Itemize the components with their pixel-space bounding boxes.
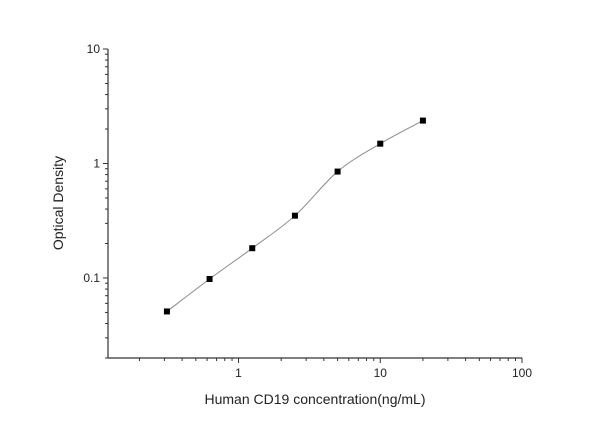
y-tick-label: 1 — [93, 156, 100, 170]
data-point-marker — [163, 308, 170, 315]
x-tick-label: 1 — [235, 366, 242, 380]
y-axis-title: Optical Density — [50, 156, 66, 250]
data-point-marker — [291, 212, 298, 219]
data-points — [163, 117, 426, 315]
y-tick-label: 0.1 — [83, 271, 100, 285]
x-axis-title: Human CD19 concentration(ng/mL) — [205, 391, 426, 407]
data-point-marker — [419, 117, 426, 124]
y-tick-label: 10 — [87, 42, 101, 56]
axes: 1 10 100 0.1 1 10 — [83, 42, 532, 380]
data-point-marker — [249, 245, 256, 252]
data-point-marker — [377, 140, 384, 147]
data-point-marker — [334, 168, 341, 175]
x-tick-label: 10 — [374, 366, 388, 380]
data-point-marker — [206, 275, 213, 282]
x-tick-label: 100 — [512, 366, 532, 380]
